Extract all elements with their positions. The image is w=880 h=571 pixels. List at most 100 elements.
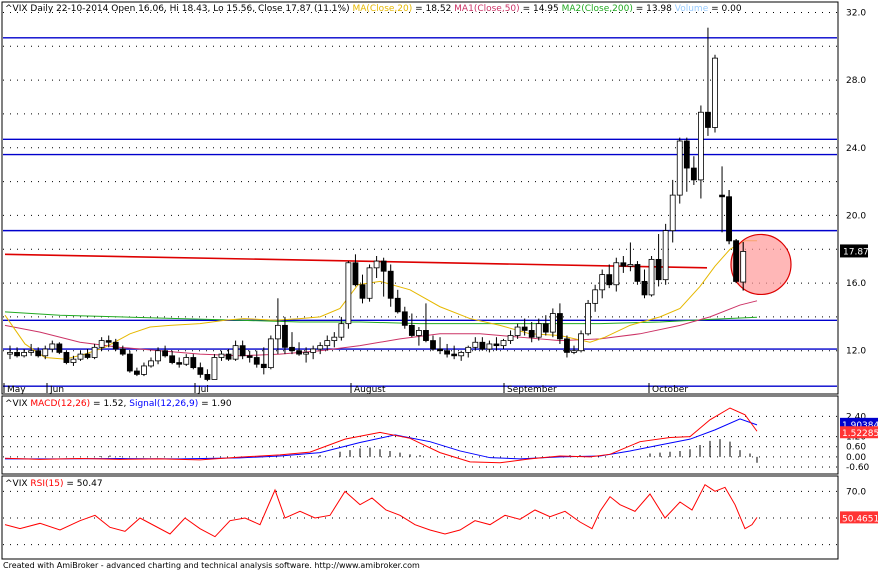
- candle-down: [204, 373, 211, 380]
- rsi-tick-label: 70.0: [846, 487, 866, 497]
- candle-up: [91, 346, 98, 358]
- candle-up: [613, 262, 620, 286]
- ma200-value: = 13.98: [636, 4, 672, 14]
- candle-down: [690, 167, 697, 181]
- ma20-value: = 18.52: [415, 4, 451, 14]
- candle-up: [592, 289, 599, 304]
- candle-up: [303, 352, 310, 355]
- header-symbol: ^VIX: [5, 4, 28, 14]
- candle-down: [493, 343, 500, 347]
- highlight-marker: [726, 190, 792, 296]
- last-price-label: 17.87: [843, 247, 869, 257]
- volume-label: Volume: [675, 4, 709, 14]
- candle-down: [719, 194, 725, 198]
- candle-down: [394, 297, 401, 313]
- candle-down: [683, 140, 690, 169]
- price-tick-label: 20.0: [846, 211, 866, 221]
- candle-down: [133, 370, 140, 375]
- candle-up: [472, 341, 479, 348]
- candle-down: [63, 352, 70, 363]
- header-interval: Daily: [30, 4, 53, 14]
- last-price-box: [840, 244, 868, 258]
- macd-symbol: ^VIX: [5, 399, 28, 409]
- candle-up: [676, 140, 683, 196]
- candle-up: [324, 340, 331, 347]
- candle-down: [451, 353, 458, 357]
- candle-up: [549, 313, 556, 333]
- macd-tick-label: 2.40: [846, 412, 866, 422]
- price-tick-label: 24.0: [846, 144, 866, 154]
- footer-credit: Created with AmiBroker - advanced charti…: [3, 561, 420, 570]
- candle-down: [225, 353, 232, 360]
- candle-down: [733, 240, 740, 282]
- candle-down: [641, 280, 648, 296]
- candle-down: [542, 323, 549, 333]
- price-header: ^VIX Daily 22-10-2014 Open 16.06, Hi 18.…: [5, 4, 742, 14]
- candle-down: [169, 355, 176, 363]
- candle-up: [338, 323, 345, 338]
- candle-up: [274, 324, 281, 340]
- candle-down: [705, 111, 711, 128]
- candle-down: [126, 353, 133, 372]
- rsi-gridlines: [3, 490, 837, 546]
- price-gridlines: [3, 11, 837, 352]
- candle-up: [458, 352, 465, 357]
- x-axis: May Jun Jul August September October: [3, 383, 688, 395]
- candle-up: [415, 330, 422, 336]
- candle-down: [528, 330, 535, 338]
- macd-panel-frame: [1, 395, 839, 475]
- macd-line: [4, 407, 758, 464]
- candle-down: [387, 270, 394, 299]
- price-panel-frame: [1, 1, 839, 395]
- price-axis: 32.0 28.0 24.0 20.0 16.0 12.0 17.87: [840, 8, 869, 357]
- candle-down: [606, 274, 613, 286]
- price-tick-label: 16.0: [846, 279, 866, 289]
- candle-down: [35, 350, 42, 357]
- candle-up: [578, 333, 584, 352]
- candle-up: [28, 350, 35, 353]
- ma20-label: MA(Close,20): [352, 4, 412, 14]
- candle-down: [479, 341, 486, 350]
- candle-up: [7, 352, 13, 355]
- candle-up: [514, 326, 521, 336]
- candle-up: [712, 57, 718, 128]
- candle-down: [444, 350, 451, 355]
- horizontal-levels: [3, 37, 837, 387]
- candle-up: [98, 340, 105, 348]
- price-tick-label: 28.0: [846, 76, 866, 86]
- candle-up: [310, 348, 317, 353]
- rsi-value: = 50.47: [66, 479, 102, 489]
- candle-down: [634, 264, 641, 282]
- candle-up: [535, 323, 542, 338]
- rsi-value-box: [840, 511, 878, 524]
- candle-down: [437, 348, 443, 352]
- candle-down: [557, 313, 563, 340]
- signal-label: Signal(12,26,9): [129, 399, 198, 409]
- macd-header: ^VIX MACD(12,26) = 1.52, Signal(12,26,9)…: [5, 399, 232, 409]
- candle-down: [239, 345, 246, 357]
- candle-up: [141, 365, 147, 375]
- highlight-circle: [730, 233, 792, 296]
- candle-up: [232, 345, 239, 360]
- candle-down: [726, 196, 732, 242]
- candle-down: [521, 326, 528, 331]
- candle-up: [331, 336, 338, 341]
- candle-down: [423, 330, 429, 341]
- candle-down: [352, 262, 359, 286]
- candle-up: [486, 343, 493, 350]
- candle-down: [56, 343, 63, 353]
- ma50-label: MA1(Close,50): [454, 4, 520, 14]
- candle-up: [599, 274, 606, 291]
- rsi-line: [4, 483, 758, 538]
- candle-down: [162, 350, 169, 357]
- candle-up: [373, 260, 380, 269]
- candle-down: [401, 311, 408, 326]
- ma200-label: MA2(Close,200): [562, 4, 633, 14]
- volume-value: = 0.00: [711, 4, 742, 14]
- candle-up: [627, 264, 634, 267]
- candle-up: [183, 357, 190, 365]
- candle-down: [282, 324, 288, 348]
- macd-value: = 1.52,: [93, 399, 126, 409]
